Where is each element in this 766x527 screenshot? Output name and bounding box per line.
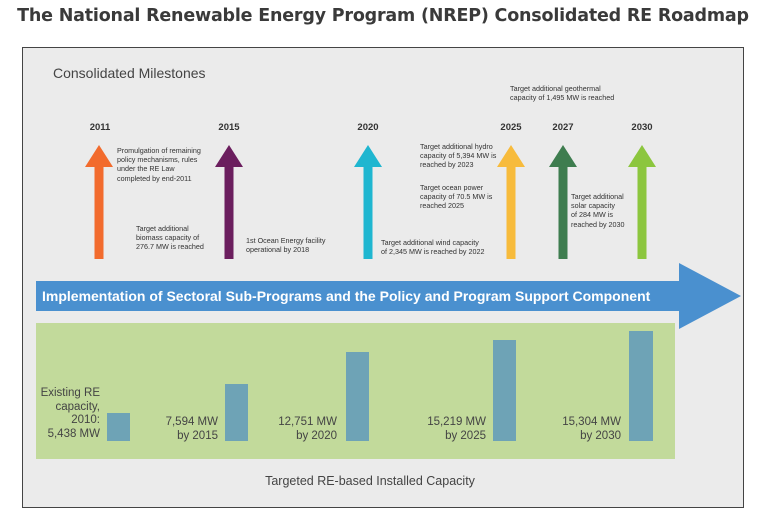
capacity-caption: Targeted RE-based Installed Capacity [265, 474, 475, 488]
note-2011-policy: Promulgation of remaining policy mechani… [117, 146, 201, 183]
capacity-bar-2030 [629, 331, 653, 441]
arrow-2030-shape [628, 145, 656, 259]
note-line: biomass capacity of [136, 233, 200, 243]
arrow-2015 [215, 145, 243, 259]
note-line: Target additional wind capacity [381, 238, 479, 247]
arrow-2030 [628, 145, 656, 259]
note-line: 1st Ocean Energy facility [246, 236, 326, 245]
milestones-heading: Consolidated Milestones [53, 65, 206, 81]
capacity-label-2030: 15,304 MW by 2030 [545, 416, 621, 443]
note-line: capacity of 5,394 MW is [420, 151, 497, 161]
capacity-bar-2015 [225, 384, 248, 441]
note-line: of 2,345 MW is reached by 2022 [381, 247, 485, 257]
note-line: Target ocean power [420, 183, 484, 192]
capacity-bar-2025 [493, 340, 516, 441]
note-line: capacity of 1,495 MW is reached [510, 93, 615, 103]
note-2015-ocean-facility: 1st Ocean Energy facility operational by… [246, 236, 326, 254]
arrow-2025 [497, 145, 525, 259]
note-line: Target additional hydro [420, 142, 493, 151]
label-line: by 2025 [445, 429, 486, 442]
note-line: of 284 MW is [571, 210, 613, 220]
label-line: 15,304 MW [562, 416, 621, 428]
label-line: 2010: [71, 414, 100, 426]
arrow-2015-shape [215, 145, 243, 259]
note-line: 276.7 MW is reached [136, 242, 204, 252]
note-line: reached by 2023 [420, 160, 474, 170]
note-line: policy mechanisms, rules [117, 155, 198, 165]
year-2020: 2020 [357, 122, 379, 133]
capacity-bar-2020 [346, 352, 369, 441]
label-line: Existing RE [40, 387, 100, 399]
note-line: Target additional [571, 192, 624, 201]
implementation-banner [36, 263, 741, 329]
note-line: completed by end-2011 [117, 173, 192, 183]
capacity-label-2015: 7,594 MW by 2015 [148, 416, 218, 443]
note-ocean-power: Target ocean power capacity of 70.5 MW i… [420, 183, 492, 211]
page-title: The National Renewable Energy Program (N… [17, 6, 749, 26]
note-hydro: Target additional hydro capacity of 5,39… [420, 142, 496, 170]
year-2015: 2015 [218, 122, 240, 133]
banner-arrow-shape [36, 263, 741, 329]
arrow-2020-shape [354, 145, 382, 259]
label-line: 7,594 MW [165, 416, 218, 428]
capacity-label-2020: 12,751 MW by 2020 [262, 416, 337, 443]
note-line: Promulgation of remaining [117, 146, 201, 155]
year-2030: 2030 [631, 122, 653, 133]
label-line: 15,219 MW [427, 416, 486, 428]
arrow-2020 [354, 145, 382, 259]
note-line: capacity of 70.5 MW is [420, 192, 493, 202]
capacity-label-2025: 15,219 MW by 2025 [410, 416, 486, 443]
label-line: 12,751 MW [278, 416, 337, 428]
capacity-label-2010: Existing RE capacity, 2010: 5,438 MW [30, 387, 100, 441]
capacity-bar-2010 [107, 413, 130, 441]
note-line: Target additional geothermal [510, 84, 601, 93]
label-line: by 2030 [580, 429, 621, 442]
year-2025: 2025 [500, 122, 522, 133]
arrow-2011-shape [85, 145, 113, 259]
note-line: operational by 2018 [246, 245, 310, 255]
note-geothermal: Target additional geothermal capacity of… [510, 84, 614, 102]
arrow-2027 [549, 145, 577, 259]
note-2020-wind: Target additional wind capacity of 2,345… [381, 238, 484, 256]
note-line: solar capacity [571, 201, 615, 211]
note-line: Target additional [136, 224, 189, 233]
note-line: reached by 2030 [571, 219, 625, 229]
arrow-2011 [85, 145, 113, 259]
label-line: capacity, [55, 400, 100, 413]
note-solar: Target additional solar capacity of 284 … [571, 192, 625, 229]
label-line: by 2015 [177, 429, 218, 442]
note-2011-biomass: Target additional biomass capacity of 27… [136, 224, 204, 252]
note-line: reached 2025 [420, 201, 464, 211]
year-2011: 2011 [89, 122, 111, 133]
arrow-2027-shape [549, 145, 577, 259]
arrow-2025-shape [497, 145, 525, 259]
label-line: by 2020 [296, 429, 337, 442]
year-2027: 2027 [552, 122, 574, 133]
note-line: under the RE Law [117, 164, 175, 174]
label-line: 5,438 MW [47, 427, 100, 440]
banner-text: Implementation of Sectoral Sub-Programs … [42, 288, 651, 304]
